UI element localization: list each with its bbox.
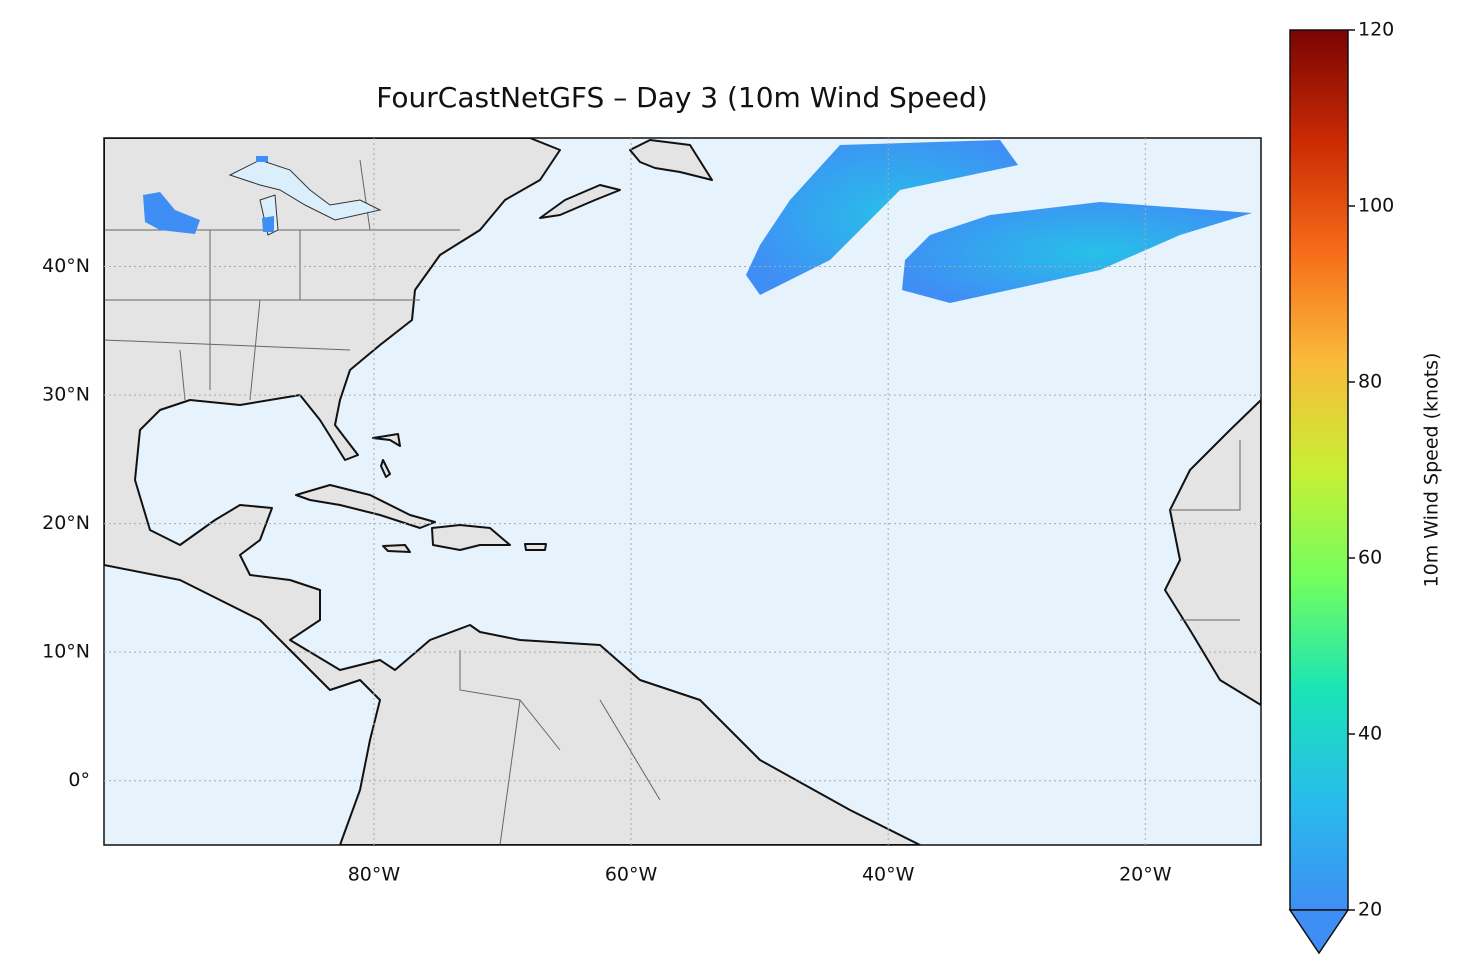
chart-title: FourCastNetGFS – Day 3 (10m Wind Speed)	[376, 81, 987, 114]
map-layer	[104, 138, 1261, 845]
colorbar-tick-label: 100	[1358, 195, 1394, 217]
colorbar-tick-label: 80	[1358, 371, 1382, 393]
wind-region	[143, 156, 274, 234]
colorbar-extend	[1288, 909, 1350, 955]
colorbar-tick-label: 60	[1358, 547, 1382, 569]
colorbar-label: 10m Wind Speed (knots)	[1421, 353, 1443, 588]
bahamas	[372, 433, 401, 478]
jamaica	[382, 544, 411, 553]
colorbar	[1289, 29, 1349, 911]
x-tick-label: 80°W	[348, 864, 401, 886]
wind-region	[746, 140, 1018, 295]
africa	[1164, 399, 1261, 706]
x-tick-label: 60°W	[605, 864, 658, 886]
y-tick-label: 30°N	[42, 384, 90, 406]
state-borders	[104, 159, 1241, 845]
americas	[104, 138, 921, 845]
wind-region	[902, 202, 1252, 303]
y-tick-label: 20°N	[42, 512, 90, 534]
cuba	[295, 484, 436, 529]
plot-frame	[103, 137, 1262, 846]
x-tick-label: 40°W	[862, 864, 915, 886]
colorbar-tick-label: 20	[1358, 899, 1382, 921]
x-tick-label: 20°W	[1119, 864, 1172, 886]
puerto-rico	[524, 543, 547, 551]
newfoundland	[629, 139, 713, 181]
nova-scotia	[539, 184, 621, 219]
colorbar-tick-label: 120	[1358, 19, 1394, 41]
colorbar-tick-label: 40	[1358, 723, 1382, 745]
y-tick-label: 10°N	[42, 641, 90, 663]
y-tick-label: 40°N	[42, 255, 90, 277]
hispaniola	[431, 524, 511, 551]
y-tick-label: 0°	[68, 769, 90, 791]
